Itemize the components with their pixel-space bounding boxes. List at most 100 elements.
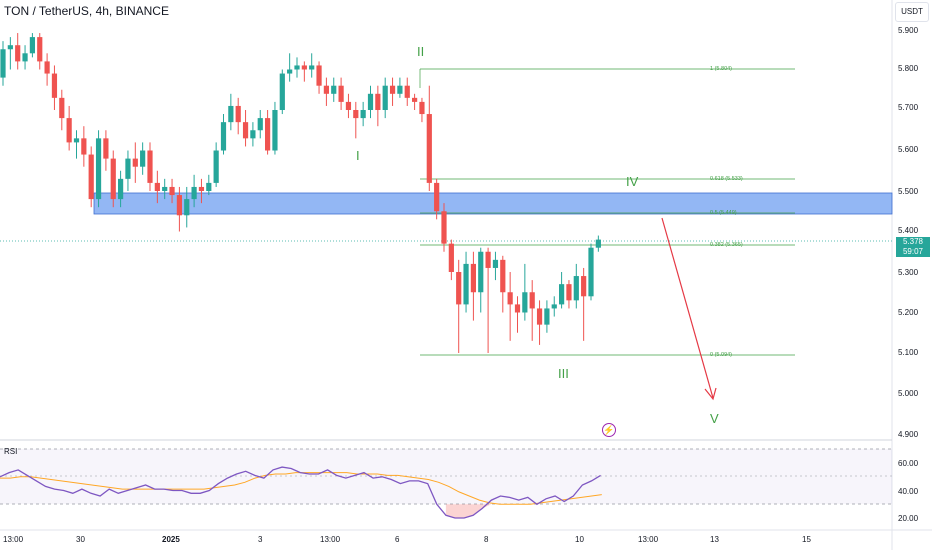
candle-body xyxy=(257,118,263,131)
candle-body xyxy=(323,85,329,94)
candle-body xyxy=(360,110,366,119)
fib-label-0: 0 (5.094) xyxy=(710,352,733,358)
rsi-axis-label: 60.00 xyxy=(898,459,919,468)
fib-label-0618: 0.618 (5.533) xyxy=(710,176,743,182)
symbol-title[interactable]: TON / TetherUS, 4h, BINANCE xyxy=(4,4,169,18)
time-label: 8 xyxy=(484,535,489,544)
candle-body xyxy=(536,308,543,325)
candle-body xyxy=(367,93,374,110)
price-label: 4.900 xyxy=(898,430,919,439)
candle-body xyxy=(595,239,601,248)
time-label: 13 xyxy=(710,535,719,544)
currency-button[interactable]: USDT xyxy=(895,2,929,22)
candle-body xyxy=(382,85,388,110)
candle-body xyxy=(463,263,469,305)
candle-body xyxy=(81,138,87,155)
candle-body xyxy=(551,304,557,309)
candle-body xyxy=(250,130,256,139)
price-label: 5.300 xyxy=(898,268,919,277)
price-label: 5.500 xyxy=(898,187,919,196)
time-label: 2025 xyxy=(162,535,180,544)
candle-body xyxy=(397,85,403,94)
time-label: 3 xyxy=(258,535,263,544)
candle-body xyxy=(0,49,6,78)
bar-countdown: 59:07 xyxy=(896,247,930,257)
candle-body xyxy=(140,150,146,167)
price-label: 5.800 xyxy=(898,64,919,73)
price-label: 5.000 xyxy=(898,389,919,398)
candle-body xyxy=(29,37,35,54)
candle-body xyxy=(434,182,440,212)
candle-body xyxy=(412,97,418,102)
candle-body xyxy=(7,45,13,50)
candle-body xyxy=(228,105,234,123)
candle-body xyxy=(37,37,43,62)
time-label: 10 xyxy=(575,535,584,544)
rsi-band xyxy=(0,449,892,504)
candle-body xyxy=(389,85,396,94)
rsi-axis-label: 20.00 xyxy=(898,514,919,523)
price-label: 5.400 xyxy=(898,226,919,235)
candle-body xyxy=(191,186,197,200)
candle-body xyxy=(507,292,513,305)
candle-body xyxy=(456,272,462,305)
candle-body xyxy=(242,122,249,139)
rsi-oversold-fill xyxy=(445,504,492,518)
candle-body xyxy=(426,114,432,183)
rsi-line xyxy=(0,466,601,519)
candle-body xyxy=(22,53,28,62)
candle-body xyxy=(235,105,241,123)
candle-body xyxy=(51,73,58,98)
wave-label-4: IV xyxy=(626,174,639,189)
indicator-label[interactable]: RSI xyxy=(4,447,18,456)
candle-body xyxy=(287,69,293,74)
candle-body xyxy=(103,138,109,159)
time-label: 30 xyxy=(76,535,85,544)
price-label: 5.900 xyxy=(898,26,919,35)
candle-body xyxy=(581,276,587,297)
price-label: 5.100 xyxy=(898,348,919,357)
candle-body xyxy=(573,276,579,301)
candle-body xyxy=(73,138,80,143)
candle-body xyxy=(118,178,124,200)
candle-body xyxy=(485,251,491,268)
candle-body xyxy=(44,61,50,74)
candle-body xyxy=(529,292,535,309)
candle-body xyxy=(559,284,565,305)
fib-lines xyxy=(419,68,795,356)
time-label: 13:00 xyxy=(3,535,24,544)
candle-body xyxy=(125,158,131,179)
time-label: 6 xyxy=(395,535,400,544)
candle-body xyxy=(213,150,219,183)
candle-body xyxy=(470,263,476,293)
lightning-icon[interactable]: ⚡ xyxy=(602,423,616,437)
candle-body xyxy=(279,73,285,110)
candle-body xyxy=(110,158,116,200)
wave-label-5: V xyxy=(710,411,719,426)
candle-body xyxy=(88,154,94,200)
candle-body xyxy=(132,158,138,167)
candle-body xyxy=(206,182,212,191)
resistance-zone xyxy=(93,192,893,215)
candle-body xyxy=(478,251,484,293)
candle-body xyxy=(375,93,381,110)
candle-body xyxy=(15,45,21,62)
candle-body xyxy=(588,247,594,297)
wave-label-3: III xyxy=(558,366,569,381)
projection-arrow xyxy=(661,217,717,401)
candle-body xyxy=(198,186,205,191)
candle-body xyxy=(309,65,315,70)
candle-body xyxy=(176,195,182,216)
candle-body xyxy=(184,199,190,216)
candle-body xyxy=(169,186,175,196)
candle-body xyxy=(404,85,410,98)
candle-body xyxy=(338,85,344,102)
candle-body xyxy=(419,101,425,115)
time-label: 13:00 xyxy=(638,535,659,544)
wave-label-2: II xyxy=(417,44,425,59)
candle-body xyxy=(265,118,271,151)
candle-body xyxy=(345,101,352,110)
candles xyxy=(0,33,601,353)
candle-body xyxy=(566,284,572,301)
